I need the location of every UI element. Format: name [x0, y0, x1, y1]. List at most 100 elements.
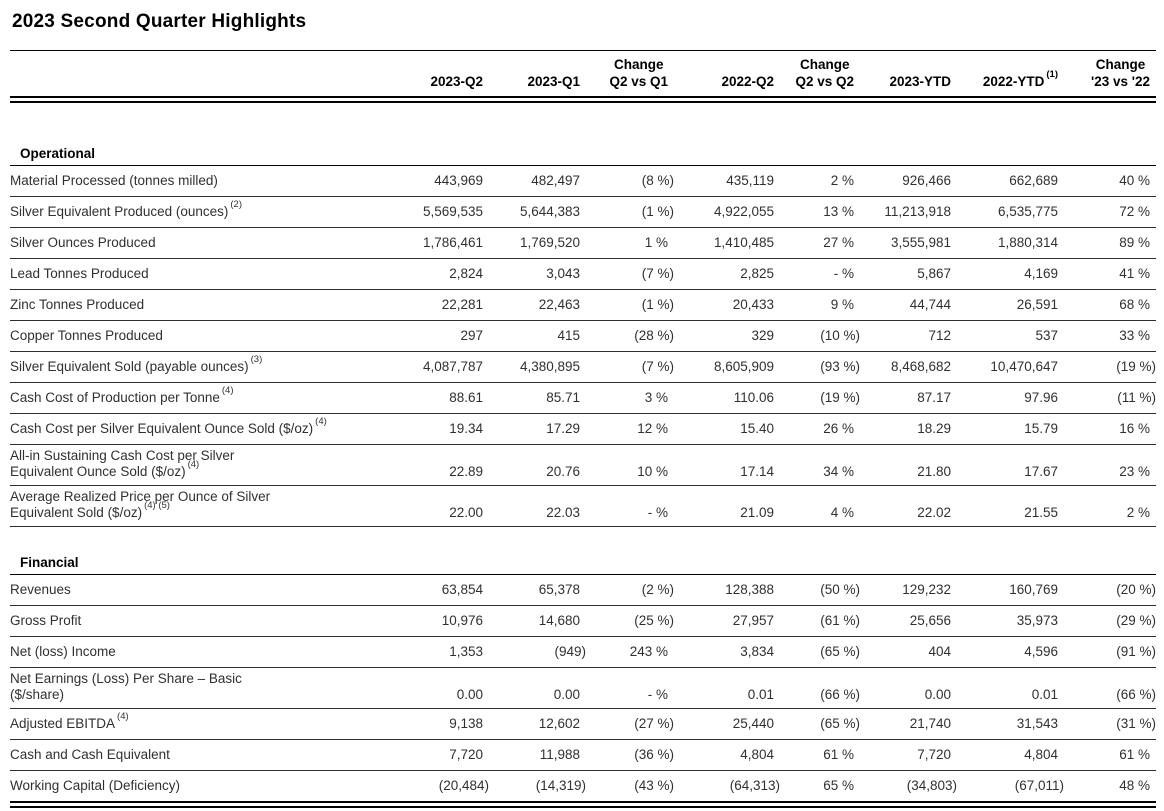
cell-value: 61 % [1064, 739, 1156, 771]
cell-value: 3,555,981 [860, 227, 957, 259]
row-label: Working Capital (Deficiency) [10, 770, 392, 808]
table-row: Cash Cost per Silver Equivalent Ounce So… [10, 413, 1156, 445]
header-change-label: Change [799, 57, 850, 72]
table-row: Cash and Cash Equivalent 7,720 11,988 (36 %… [10, 739, 1156, 771]
table-row: Zinc Tonnes Produced 22,281 22,463 (1 %) 20,… [10, 289, 1156, 321]
table-row: Silver Ounces Produced 1,786,461 1,769,520… [10, 227, 1156, 259]
highlights-table: 2023-Q2 2023-Q1 Change Q2 vs Q1 2022-Q2 Cha… [10, 50, 1156, 808]
row-label-line: Silver Ounces Produced [10, 235, 156, 250]
cell-value: 8,605,909 [674, 351, 780, 383]
table-row: Silver Equivalent Sold (payable ounces)(… [10, 351, 1156, 383]
cell-value: 297 [392, 320, 489, 352]
cell-value: 129,232 [860, 574, 957, 606]
cell-value: (50 %) [780, 574, 860, 606]
row-label: Cash Cost per Silver Equivalent Ounce So… [10, 413, 392, 445]
row-label: Lead Tonnes Produced [10, 258, 392, 290]
cell-value: 10,470,647 [957, 351, 1064, 383]
row-label-line: Gross Profit [10, 613, 82, 628]
cell-value: 21,740 [860, 708, 957, 740]
row-label-line: Net Earnings (Loss) Per Share – Basic [10, 671, 242, 686]
cell-value: 87.17 [860, 382, 957, 414]
cell-value: (7 %) [586, 351, 674, 383]
table-row: All-in Sustaining Cash Cost per Silver Eq… [10, 444, 1156, 486]
header-change-label [527, 56, 580, 73]
table-row: Working Capital (Deficiency) (20,484) (14,… [10, 770, 1156, 808]
row-label-line: Copper Tonnes Produced [10, 328, 163, 343]
header-period-label: 2023-YTD [889, 74, 951, 89]
row-label: Cash and Cash Equivalent [10, 739, 392, 771]
cell-value: (28 %) [586, 320, 674, 352]
cell-value: (10 %) [780, 320, 860, 352]
row-label-line: Working Capital (Deficiency) [10, 778, 181, 793]
cell-value: 61 % [780, 739, 860, 771]
cell-value: 4 % [780, 485, 860, 527]
table-row: Silver Equivalent Produced (ounces) (2) 5,… [10, 196, 1156, 228]
cell-value: 22.89 [392, 444, 489, 486]
row-label: Adjusted EBITDA (4) [10, 708, 392, 740]
column-header-2022-ytd: 2022-YTD (1) [957, 51, 1064, 100]
row-label-line: Equivalent Ounce Sold ($/oz) (4) [10, 458, 200, 479]
cell-value: 34 % [780, 444, 860, 486]
table-row: Lead Tonnes Produced 2,824 3,043 (7 %) 2,825… [10, 258, 1156, 290]
row-label: Gross Profit [10, 605, 392, 637]
cell-value: 20.76 [489, 444, 586, 486]
section-title: Financial [10, 552, 1156, 575]
cell-value: 40 % [1064, 165, 1156, 197]
cell-value: (34,803) [860, 770, 957, 808]
row-label: Revenues [10, 574, 392, 606]
column-header-2023-ytd: 2023-YTD [860, 51, 957, 100]
cell-value: 712 [860, 320, 957, 352]
cell-value: 17.14 [674, 444, 780, 486]
cell-value: (25 %) [586, 605, 674, 637]
row-label: Net Earnings (Loss) Per Share – Basic ($/… [10, 667, 392, 709]
row-label: Zinc Tonnes Produced [10, 289, 392, 321]
header-row: 2023-Q2 2023-Q1 Change Q2 vs Q1 2022-Q2 Cha… [10, 50, 1156, 100]
cell-value: 22.03 [489, 485, 586, 527]
cell-value: 13 % [780, 196, 860, 228]
cell-value: 7,720 [860, 739, 957, 771]
cell-value: 3,834 [674, 636, 780, 668]
cell-value: - % [780, 258, 860, 290]
row-label-line: Net (loss) Income [10, 644, 116, 659]
column-header-q2-vs-q2: Change Q2 vs Q2 [780, 51, 860, 100]
cell-value: 662,689 [957, 165, 1064, 197]
cell-value: (7 %) [586, 258, 674, 290]
cell-value: 1,880,314 [957, 227, 1064, 259]
spacer-cell [10, 100, 1156, 144]
cell-value: 11,213,918 [860, 196, 957, 228]
footnote-marker: (4) [187, 458, 200, 470]
table-row: Copper Tonnes Produced 297 415 (28 %) 329 (10… [10, 320, 1156, 352]
cell-value: 22,281 [392, 289, 489, 321]
row-label-line: All-in Sustaining Cash Cost per Silver [10, 448, 235, 463]
header-period-label: 2022-Q2 [721, 74, 774, 89]
row-label-line: Average Realized Price per Ounce of Silv… [10, 489, 271, 504]
header-change-label [889, 56, 951, 73]
cell-value: (20,484) [392, 770, 489, 808]
cell-value: 85.71 [489, 382, 586, 414]
cell-value: 63,854 [392, 574, 489, 606]
row-label-line: Adjusted EBITDA (4) [10, 710, 129, 731]
cell-value: 435,119 [674, 165, 780, 197]
cell-value: 3,043 [489, 258, 586, 290]
cell-value: 10,976 [392, 605, 489, 637]
cell-value: 2,825 [674, 258, 780, 290]
cell-value: 22.00 [392, 485, 489, 527]
cell-value: 0.00 [392, 667, 489, 709]
footnote-marker: (2) [230, 198, 242, 210]
header-stack: 2023-YTD [889, 56, 951, 90]
spacer-row [10, 100, 1156, 144]
column-header-2022-q2: 2022-Q2 [674, 51, 780, 100]
header-cell-blank [10, 51, 392, 100]
cell-value: 25,440 [674, 708, 780, 740]
cell-value: (1 %) [586, 196, 674, 228]
table-row: Net Earnings (Loss) Per Share – Basic ($/… [10, 667, 1156, 709]
footnote-marker: (3) [250, 353, 263, 365]
cell-value: 4,380,895 [489, 351, 586, 383]
cell-value: 537 [957, 320, 1064, 352]
cell-value: 1,769,520 [489, 227, 586, 259]
cell-value: (67,011) [957, 770, 1064, 808]
cell-value: 26,591 [957, 289, 1064, 321]
cell-value: 12,602 [489, 708, 586, 740]
cell-value: 31,543 [957, 708, 1064, 740]
cell-value: 5,867 [860, 258, 957, 290]
